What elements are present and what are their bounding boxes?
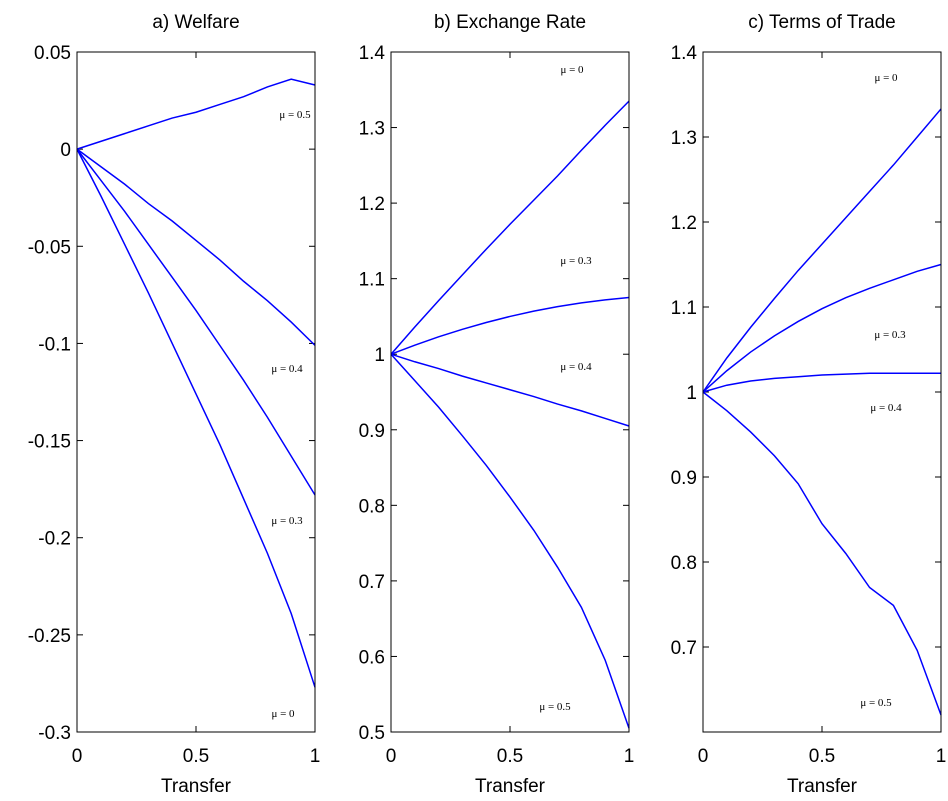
panel-title: c) Terms of Trade xyxy=(748,12,895,33)
x-tick-label: 1 xyxy=(310,746,321,767)
y-tick-label: 1.3 xyxy=(359,119,385,140)
series-line xyxy=(702,108,942,393)
series-line xyxy=(390,353,630,729)
series-line xyxy=(702,391,942,716)
x-tick-label: 0 xyxy=(698,746,709,767)
x-tick-label: 1 xyxy=(624,746,635,767)
series-label: μ = 0.3 xyxy=(271,515,303,527)
x-axis-label: Transfer xyxy=(161,776,232,797)
series-line xyxy=(76,148,316,688)
series-label: μ = 0.4 xyxy=(271,363,303,375)
series-line xyxy=(702,263,942,393)
y-tick-label: -0.2 xyxy=(38,529,71,550)
x-tick-label: 0 xyxy=(386,746,397,767)
x-tick-label: 0 xyxy=(72,746,83,767)
y-tick-label: 0.9 xyxy=(671,468,697,489)
series-line xyxy=(76,148,316,496)
y-tick-label: 1 xyxy=(374,345,385,366)
x-axis-label: Transfer xyxy=(787,776,858,797)
x-axis-label: Transfer xyxy=(475,776,546,797)
y-tick-label: 0.9 xyxy=(359,421,385,442)
series-line xyxy=(76,78,316,150)
series-label: μ = 0.5 xyxy=(539,701,571,713)
panel-title: a) Welfare xyxy=(152,12,239,33)
y-tick-label: 1.4 xyxy=(359,43,386,64)
series-line xyxy=(390,353,630,427)
y-tick-label: 1.3 xyxy=(671,128,697,149)
series-label: μ = 0.3 xyxy=(874,329,906,341)
series-label: μ = 0.4 xyxy=(870,402,902,414)
series-label: μ = 0 xyxy=(560,64,584,76)
y-tick-label: 1.1 xyxy=(671,298,697,319)
series-label: μ = 0.5 xyxy=(860,697,892,709)
y-tick-label: -0.05 xyxy=(28,237,71,258)
series-label: μ = 0 xyxy=(271,708,295,720)
axes-frame xyxy=(76,51,316,733)
y-tick-label: 0 xyxy=(60,140,71,161)
y-tick-label: 1.1 xyxy=(359,270,385,291)
panel-title: b) Exchange Rate xyxy=(434,12,586,33)
y-tick-label: 1.2 xyxy=(671,213,697,234)
y-tick-label: 1 xyxy=(686,383,697,404)
y-tick-label: 0.05 xyxy=(34,43,71,64)
series-label: μ = 0.3 xyxy=(560,255,592,267)
y-tick-label: -0.3 xyxy=(38,723,71,744)
y-tick-label: 0.5 xyxy=(359,723,385,744)
x-tick-label: 1 xyxy=(936,746,947,767)
series-line xyxy=(390,100,630,355)
y-tick-label: 0.6 xyxy=(359,647,385,668)
y-tick-label: -0.15 xyxy=(28,432,71,453)
y-tick-label: -0.1 xyxy=(38,334,71,355)
y-tick-label: 1.4 xyxy=(671,43,698,64)
x-tick-label: 0.5 xyxy=(183,746,209,767)
x-tick-label: 0.5 xyxy=(497,746,523,767)
y-tick-label: 0.7 xyxy=(671,638,697,659)
y-tick-label: 0.7 xyxy=(359,572,385,593)
axes-frame xyxy=(390,51,630,733)
x-tick-label: 0.5 xyxy=(809,746,835,767)
series-line xyxy=(702,372,941,393)
axes-frame xyxy=(702,51,942,733)
series-label: μ = 0.5 xyxy=(279,109,311,121)
y-tick-label: 0.8 xyxy=(671,553,697,574)
series-label: μ = 0 xyxy=(874,72,898,84)
y-tick-label: -0.25 xyxy=(28,626,71,647)
series-label: μ = 0.4 xyxy=(560,361,592,373)
series-line xyxy=(390,296,630,355)
y-tick-label: 1.2 xyxy=(359,194,385,215)
y-tick-label: 0.8 xyxy=(359,496,385,517)
series-line xyxy=(76,148,316,346)
